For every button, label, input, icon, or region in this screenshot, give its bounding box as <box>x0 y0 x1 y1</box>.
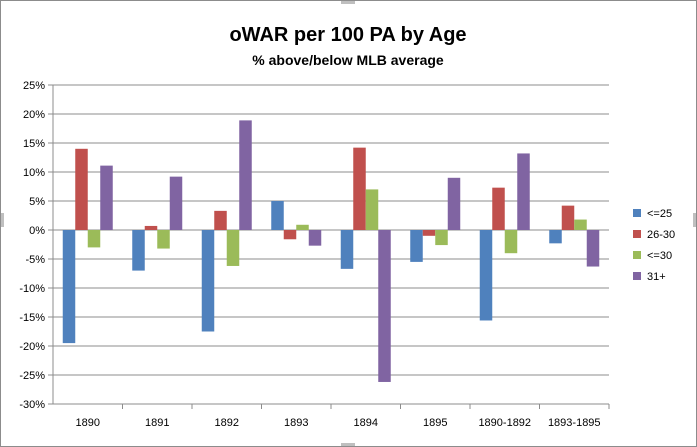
bar-25-1895 <box>410 230 423 262</box>
bar-30-1890-1892 <box>504 230 518 254</box>
bar-2630-1895 <box>422 230 436 236</box>
x-tick-label: 1891 <box>145 417 169 429</box>
x-tick-label: 1892 <box>215 417 239 429</box>
legend-swatch <box>633 272 641 280</box>
chart-title: oWAR per 100 PA by Age <box>229 24 466 46</box>
bar-2630-1890-1892 <box>492 187 505 230</box>
bar-30-1894 <box>365 189 379 230</box>
bar-2630-1892 <box>214 210 227 230</box>
y-tick-label: 15% <box>23 138 45 150</box>
bar-25-1892 <box>201 230 215 332</box>
bar-25-1890-1892 <box>479 230 493 321</box>
legend-label: 26-30 <box>647 229 675 241</box>
bar-25-1890 <box>62 230 76 344</box>
legend-label: <=25 <box>647 208 672 220</box>
bar-31-1893 <box>308 230 322 246</box>
y-tick-label: 0% <box>29 225 45 237</box>
bar-2630-1894 <box>353 147 366 230</box>
bar-31-1890-1892 <box>517 153 530 230</box>
y-tick-label: -25% <box>19 370 45 382</box>
bar-31-1893-1895 <box>586 230 600 267</box>
resize-handle-top[interactable] <box>341 1 355 4</box>
bar-25-1891 <box>132 230 145 271</box>
y-tick-label: -10% <box>19 283 45 295</box>
y-tick-label: -15% <box>19 312 45 324</box>
resize-handle-right[interactable] <box>693 213 696 227</box>
bar-31-1894 <box>378 230 391 382</box>
legend: <=25 26-30 <=30 31+ <box>633 208 675 283</box>
x-tick-label: 1890 <box>76 417 100 429</box>
y-tick-label: -20% <box>19 341 45 353</box>
bar-30-1893 <box>296 224 309 230</box>
bar-2630-1891 <box>144 225 158 230</box>
bar-31-1895 <box>447 177 461 230</box>
legend-label: 31+ <box>647 271 666 283</box>
bar-30-1895 <box>435 230 448 246</box>
resize-handle-bottom[interactable] <box>341 443 355 446</box>
legend-label: <=30 <box>647 250 672 262</box>
bar-30-1892 <box>226 230 240 266</box>
bar-2630-1893-1895 <box>561 205 575 230</box>
bar-2630-1890 <box>75 148 88 230</box>
chart-subtitle: % above/below MLB average <box>252 52 444 68</box>
y-tick-label: 5% <box>29 196 45 208</box>
legend-swatch <box>633 209 641 217</box>
legend-swatch <box>633 251 641 259</box>
x-tick-label: 1894 <box>354 417 378 429</box>
bar-25-1894 <box>340 230 354 269</box>
bar-30-1893-1895 <box>574 219 587 230</box>
bar-31-1892 <box>239 120 252 230</box>
x-tick-label: 1890-1892 <box>478 417 531 429</box>
bar-31-1891 <box>169 176 183 230</box>
x-tick-label: 1893 <box>284 417 308 429</box>
bar-30-1891 <box>157 230 170 249</box>
plot-area: 25% 20% 15% 10% 5% 0% -5% -10% -15% -20% -25% -30% 1… <box>19 80 610 429</box>
legend-swatch <box>633 230 641 238</box>
bar-2630-1893 <box>283 230 297 240</box>
y-tick-label: -30% <box>19 399 45 411</box>
resize-handle-left[interactable] <box>1 213 4 227</box>
y-tick-label: 25% <box>23 80 45 92</box>
bar-25-1893 <box>271 201 284 230</box>
x-tick-label: 1895 <box>423 417 447 429</box>
y-tick-label: -5% <box>25 254 45 266</box>
bar-30-1890 <box>87 230 101 248</box>
y-tick-label: 10% <box>23 167 45 179</box>
bar-25-1893-1895 <box>549 230 562 244</box>
bar-31-1890 <box>100 165 113 230</box>
y-tick-label: 20% <box>23 109 45 121</box>
x-tick-label: 1893-1895 <box>548 417 601 429</box>
